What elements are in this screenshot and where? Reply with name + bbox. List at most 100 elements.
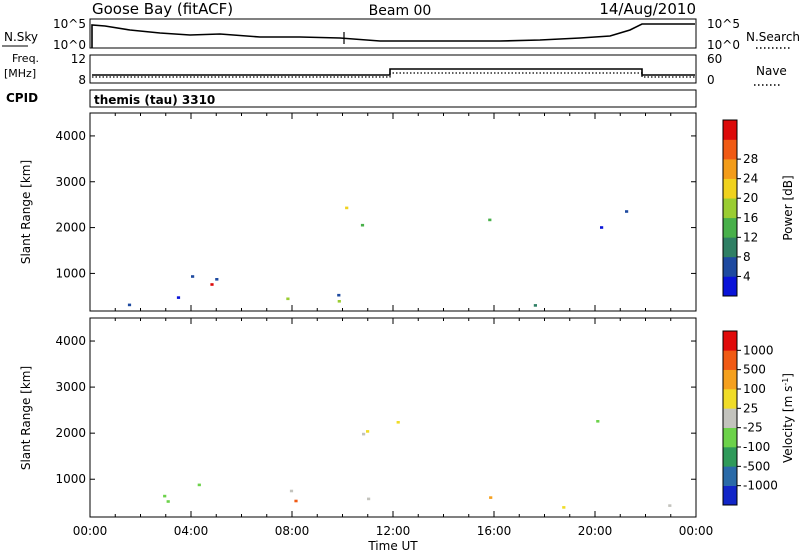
freq-right-tick-low: 0 [707, 73, 715, 87]
time-tick-label: 00:00 [679, 524, 714, 538]
power-x-ticks [89, 113, 697, 311]
power-colorbar-segment [723, 217, 737, 238]
power-colorbar-tick-label: 20 [743, 191, 758, 205]
power-y-axis-label: Slant Range [km] [19, 160, 33, 264]
velocity-colorbar-tick-label: 1000 [743, 343, 774, 357]
power-colorbar-segment [723, 237, 737, 258]
velocity-cell [197, 483, 201, 487]
noise-right-tick-low: 10^0 [707, 38, 740, 52]
velocity-plot-frame [89, 317, 697, 518]
velocity-x-ticks [89, 318, 697, 517]
velocity-cell [289, 489, 294, 493]
noise-right-label: N.Search [746, 30, 800, 44]
power-plot-frame [89, 112, 697, 312]
x-axis-label: Time UT [367, 539, 418, 553]
power-cell [191, 275, 195, 278]
power-colorbar-segment [723, 198, 737, 219]
velocity-cell [489, 496, 493, 499]
velocity-colorbar-tick-label: 500 [743, 363, 766, 377]
velocity-colorbar-tick-label: 25 [743, 401, 758, 415]
velocity-cell [396, 421, 400, 424]
velocity-colorbar-tick-label: -100 [743, 440, 770, 454]
cpid-program: themis (tau) 3310 [94, 93, 215, 107]
power-cell [215, 278, 219, 281]
velocity-y-ticks: 1000 2000 3000 4000 [55, 334, 696, 486]
velocity-colorbar-segment [723, 466, 737, 486]
velocity-cbar-label-exp: -1 [781, 378, 790, 386]
velocity-y-tick-label: 3000 [55, 380, 86, 394]
power-colorbar-tick-label: 16 [743, 211, 758, 225]
power-cell [625, 210, 629, 213]
power-cell [337, 300, 341, 303]
power-y-ticks: 1000 2000 3000 4000 [55, 129, 696, 280]
power-y-tick-label: 3000 [55, 175, 86, 189]
velocity-y-tick-label: 4000 [55, 334, 86, 348]
velocity-colorbar-frame [722, 330, 738, 506]
power-cell [176, 296, 181, 299]
power-colorbar-tick-label: 8 [743, 250, 751, 264]
velocity-colorbar-segment [723, 389, 737, 409]
beam-title: Beam 00 [369, 3, 432, 19]
power-y-tick-label: 4000 [55, 129, 86, 143]
velocity-cell [668, 504, 672, 507]
time-tick-labels: 00:00 04:00 08:00 12:00 16:00 20:00 00:00 [73, 524, 714, 538]
time-tick-label: 16:00 [477, 524, 512, 538]
velocity-cell [367, 497, 371, 501]
freq-label-line2: [MHz] [4, 67, 36, 80]
freq-right-tick-high: 60 [707, 52, 722, 66]
power-y-tick-label: 2000 [55, 221, 86, 235]
freq-left-tick-low: 8 [78, 73, 86, 87]
power-cell [360, 223, 365, 227]
power-colorbar-tick-label: 28 [743, 152, 758, 166]
power-cell [488, 218, 492, 222]
power-colorbar-label: Power [dB] [781, 175, 795, 240]
velocity-colorbar-segment [723, 331, 737, 351]
power-colorbar-frame [722, 119, 738, 297]
freq-label-line1: Freq. [12, 52, 39, 65]
time-tick-label: 00:00 [73, 524, 108, 538]
velocity-y-tick-label: 1000 [55, 472, 86, 486]
noise-left-tick-high: 10^5 [53, 17, 86, 31]
velocity-cell [166, 500, 170, 503]
noise-left-label: N.Sky [4, 30, 38, 44]
date-title: 14/Aug/2010 [599, 0, 696, 18]
power-cell [127, 303, 132, 307]
velocity-cell [163, 494, 167, 498]
power-panel: 1000 2000 3000 4000 Slant Range [km] 4 8 12 16… [19, 112, 795, 312]
velocity-colorbar-segment [723, 447, 737, 467]
power-colorbar-segment [723, 139, 737, 160]
velocity-colorbar [723, 331, 737, 506]
time-tick-label: 12:00 [376, 524, 411, 538]
power-heatmap-cells [127, 206, 629, 307]
velocity-colorbar-tick-label: -500 [743, 459, 770, 473]
nave-label: Nave [756, 64, 787, 78]
velocity-cbar-label-close: ] [781, 373, 795, 378]
noise-panel-frame [89, 18, 697, 49]
power-colorbar-ticks: 4 8 12 16 20 24 28 [737, 152, 758, 283]
power-colorbar-tick-label: 12 [743, 230, 758, 244]
power-cell [337, 293, 341, 297]
velocity-y-axis-label: Slant Range [km] [19, 366, 33, 470]
freq-left-tick-high: 12 [71, 52, 86, 66]
time-tick-label: 20:00 [578, 524, 613, 538]
power-cell [286, 297, 290, 301]
velocity-colorbar-segment [723, 408, 737, 428]
power-cell [600, 226, 604, 229]
station-title: Goose Bay (fitACF) [92, 0, 233, 18]
cpid-panel-frame [89, 89, 697, 108]
velocity-cbar-label-main: Velocity [m s [781, 386, 795, 463]
noise-series-line [91, 23, 695, 48]
velocity-panel: 1000 2000 3000 4000 Slant Range [km] 1000 50… [19, 317, 795, 518]
velocity-colorbar-segment [723, 350, 737, 370]
time-tick-label: 04:00 [174, 524, 209, 538]
velocity-colorbar-segment [723, 485, 737, 506]
power-y-tick-label: 1000 [55, 266, 86, 280]
noise-left-tick-low: 10^0 [53, 38, 86, 52]
nave-series-line [92, 72, 695, 78]
power-cell [345, 206, 349, 210]
velocity-colorbar-label: Velocity [m s-1] [781, 373, 795, 463]
velocity-y-tick-label: 2000 [55, 426, 86, 440]
cpid-label: CPID [6, 91, 38, 105]
power-colorbar-segment [723, 120, 737, 140]
